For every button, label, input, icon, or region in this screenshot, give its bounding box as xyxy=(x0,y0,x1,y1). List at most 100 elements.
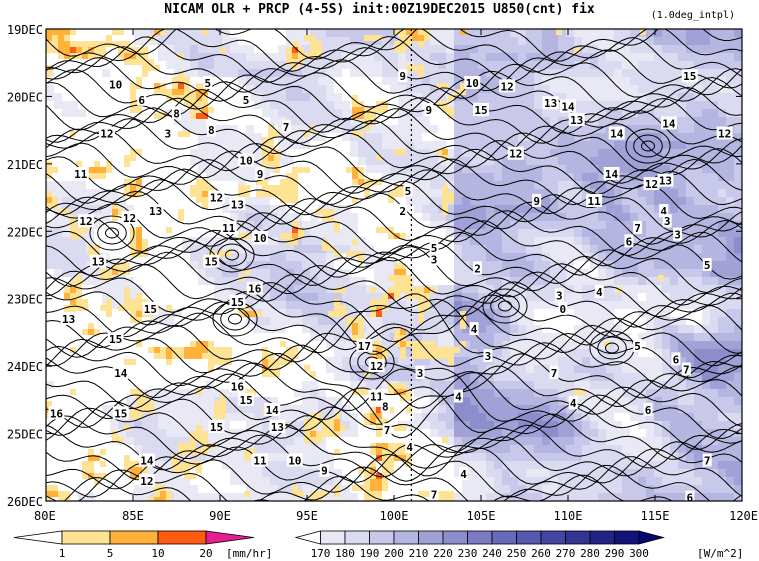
olr-cell xyxy=(590,213,598,221)
olr-cell xyxy=(502,325,510,333)
olr-cell xyxy=(270,69,278,77)
olr-cell xyxy=(422,53,430,61)
olr-cell xyxy=(478,373,486,381)
olr-cell xyxy=(558,85,566,93)
contour-label-bg xyxy=(246,281,263,295)
olr-cell xyxy=(478,125,486,133)
olr-cell xyxy=(670,221,678,229)
precip-cell xyxy=(178,461,184,467)
olr-cell xyxy=(638,117,646,125)
olr-cell xyxy=(142,437,150,445)
precip-cell xyxy=(298,59,304,65)
olr-cell xyxy=(454,357,462,365)
olr-cell xyxy=(486,37,494,45)
olr-cell xyxy=(726,85,734,93)
olr-cell xyxy=(462,125,470,133)
contour-line xyxy=(46,271,742,318)
olr-cell xyxy=(718,309,726,317)
olr-cell xyxy=(230,45,238,53)
olr-cell xyxy=(486,325,494,333)
precip-cell xyxy=(310,419,316,425)
olr-cell xyxy=(446,61,454,69)
contour-label: 12 xyxy=(645,178,658,191)
olr-cell xyxy=(318,125,326,133)
olr-cell xyxy=(534,221,542,229)
olr-cell xyxy=(238,237,246,245)
precip-cell xyxy=(46,485,52,491)
precip-cell xyxy=(388,275,394,281)
olr-cell xyxy=(654,165,662,173)
olr-cell xyxy=(566,189,574,197)
precip-cell xyxy=(208,365,214,371)
olr-cell xyxy=(270,477,278,485)
olr-cell xyxy=(662,101,670,109)
precip-cell xyxy=(406,287,412,293)
precip-cell xyxy=(334,227,340,233)
olr-cell xyxy=(294,109,302,117)
olr-cell xyxy=(430,325,438,333)
olr-cell xyxy=(646,309,654,317)
olr-cell xyxy=(334,69,342,77)
olr-cell xyxy=(582,133,590,141)
olr-cell xyxy=(566,261,574,269)
precip-cell xyxy=(316,491,322,497)
precip-cell xyxy=(190,191,196,197)
olr-cell xyxy=(518,277,526,285)
precip-cell xyxy=(46,35,52,41)
olr-cell xyxy=(686,357,694,365)
olr-cell xyxy=(638,333,646,341)
olr-cell xyxy=(694,453,702,461)
olr-cell xyxy=(238,269,246,277)
olr-cell xyxy=(622,445,630,453)
olr-cell xyxy=(702,133,710,141)
contour-label: 7 xyxy=(283,121,290,134)
olr-cell xyxy=(462,181,470,189)
olr-cell xyxy=(678,269,686,277)
olr-cell xyxy=(406,381,414,389)
precip-cell xyxy=(154,497,160,501)
olr-cell xyxy=(486,205,494,213)
contour-line xyxy=(46,46,742,93)
olr-cell xyxy=(510,317,518,325)
olr-cell xyxy=(518,221,526,229)
olr-cell xyxy=(198,117,206,125)
precip-cell xyxy=(190,443,196,449)
precip-cell xyxy=(292,185,298,191)
precip-cell xyxy=(118,305,124,311)
precip-cell xyxy=(460,311,466,317)
olr-cell xyxy=(206,245,214,253)
olr-cell xyxy=(622,301,630,309)
olr-cell xyxy=(574,437,582,445)
olr-cell xyxy=(390,141,398,149)
precip-cell xyxy=(244,491,250,497)
olr-cell xyxy=(270,437,278,445)
olr-cell xyxy=(430,397,438,405)
olr-cell xyxy=(582,149,590,157)
contour-label-bg xyxy=(382,423,392,437)
olr-cell xyxy=(670,277,678,285)
precip-cell xyxy=(250,389,256,395)
precip-cell xyxy=(460,29,466,35)
olr-cell xyxy=(486,45,494,53)
olr-cell xyxy=(310,77,318,85)
olr-cell xyxy=(222,69,230,77)
olr-cell xyxy=(702,269,710,277)
olr-cell xyxy=(734,437,742,445)
olr-cell xyxy=(694,349,702,357)
olr-cell xyxy=(478,477,486,485)
contour-line xyxy=(46,35,742,83)
olr-cell xyxy=(302,405,310,413)
olr-cell xyxy=(702,309,710,317)
contour-label-bg xyxy=(398,204,408,218)
olr-cell xyxy=(670,173,678,181)
olr-cell xyxy=(214,285,222,293)
olr-cell xyxy=(534,173,542,181)
olr-cell xyxy=(654,197,662,205)
olr-cell xyxy=(646,389,654,397)
olr-cell xyxy=(494,477,502,485)
olr-cell xyxy=(678,413,686,421)
precip-cell xyxy=(130,233,136,239)
olr-cell xyxy=(574,301,582,309)
olr-cell xyxy=(342,349,350,357)
olr-cell xyxy=(670,37,678,45)
